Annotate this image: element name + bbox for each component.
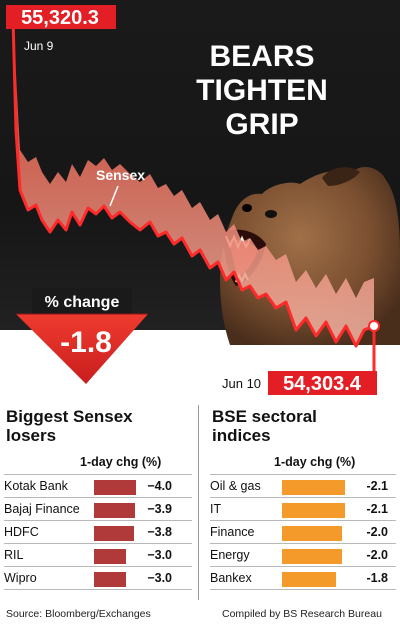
sector-row-divider	[210, 520, 396, 521]
sector-row: Oil & gas -2.1	[210, 476, 396, 499]
loser-name: HDFC	[4, 525, 39, 539]
losers-column-label: 1-day chg (%)	[80, 455, 162, 469]
loser-value: −3.0	[147, 571, 172, 585]
loser-name: Wipro	[4, 571, 37, 585]
loser-name: RIL	[4, 548, 24, 562]
sector-value: -2.1	[366, 479, 388, 493]
sector-name: Bankex	[210, 571, 252, 585]
loser-value: −3.8	[147, 525, 172, 539]
loser-row-divider	[4, 589, 192, 590]
sector-bar	[282, 572, 336, 587]
sector-row: Finance -2.0	[210, 522, 396, 545]
loser-value: −4.0	[147, 479, 172, 493]
loser-bar	[94, 503, 135, 518]
sensex-chart-svg: BEARS TIGHTEN GRIP 55,320.3 Jun 9 Sensex…	[0, 0, 400, 395]
pct-change-label: % change	[45, 294, 120, 311]
column-divider	[198, 405, 199, 600]
start-value-badge	[6, 5, 116, 29]
down-arrow	[16, 314, 148, 384]
sector-name: IT	[210, 502, 222, 516]
loser-row-divider	[4, 474, 192, 475]
loser-row-divider	[4, 543, 192, 544]
headline-line-3: GRIP	[225, 108, 298, 141]
loser-value: −3.0	[147, 548, 172, 562]
losers-title-line-2: losers	[6, 426, 57, 445]
loser-bar	[94, 480, 136, 495]
loser-row-divider	[4, 497, 192, 498]
loser-row-divider	[4, 520, 192, 521]
loser-row-divider	[4, 566, 192, 567]
sector-value: -1.8	[366, 571, 388, 585]
loser-value: −3.9	[147, 502, 172, 516]
sectoral-column-label: 1-day chg (%)	[274, 455, 356, 469]
losers-title: Biggest Sensex losers	[6, 407, 133, 445]
loser-row: Kotak Bank −4.0	[4, 476, 192, 499]
loser-name: Kotak Bank	[4, 479, 68, 493]
headline-line-1: BEARS	[209, 40, 314, 73]
loser-bar	[94, 572, 126, 587]
sector-row: IT -2.1	[210, 499, 396, 522]
sector-bar	[282, 549, 342, 564]
sensex-chart-panel: BEARS TIGHTEN GRIP 55,320.3 Jun 9 Sensex…	[0, 0, 400, 395]
sector-row: Energy -2.0	[210, 545, 396, 568]
sensex-area	[13, 18, 374, 346]
sector-bar	[282, 526, 342, 541]
sectoral-title-line-1: BSE sectoral	[212, 407, 317, 426]
loser-name: Bajaj Finance	[4, 502, 80, 516]
sector-row-divider	[210, 474, 396, 475]
pct-change-value: -1.8	[60, 326, 112, 359]
loser-bar	[94, 526, 134, 541]
sector-value: -2.1	[366, 502, 388, 516]
headline-line-2: TIGHTEN	[196, 74, 328, 107]
end-value-badge	[268, 371, 377, 395]
loser-row: RIL −3.0	[4, 545, 192, 568]
sectoral-title-line-2: indices	[212, 426, 271, 445]
end-date: Jun 10	[222, 376, 261, 391]
sector-row: Bankex -1.8	[210, 568, 396, 591]
source-note: Source: Bloomberg/Exchanges	[6, 608, 151, 620]
sensex-line	[11, 17, 375, 348]
loser-row: HDFC −3.8	[4, 522, 192, 545]
sector-row-divider	[210, 497, 396, 498]
loser-row: Bajaj Finance −3.9	[4, 499, 192, 522]
sector-row-divider	[210, 543, 396, 544]
sector-name: Finance	[210, 525, 255, 539]
sector-row-divider	[210, 566, 396, 567]
end-point	[368, 320, 380, 332]
annotation-pointer	[109, 185, 119, 207]
start-date: Jun 9	[24, 39, 54, 53]
pct-change-label-box	[32, 288, 132, 314]
sector-row-divider	[210, 589, 396, 590]
loser-row: Wipro −3.0	[4, 568, 192, 591]
sectoral-title: BSE sectoral indices	[212, 407, 317, 445]
sector-bar	[282, 503, 345, 518]
sector-bar	[282, 480, 345, 495]
losers-title-line-1: Biggest Sensex	[6, 407, 133, 426]
end-value: 54,303.4	[283, 373, 362, 395]
start-value: 55,320.3	[21, 7, 99, 29]
series-annotation: Sensex	[96, 167, 145, 183]
sector-name: Energy	[210, 548, 250, 562]
sector-name: Oil & gas	[210, 479, 261, 493]
sector-value: -2.0	[366, 525, 388, 539]
sector-value: -2.0	[366, 548, 388, 562]
pct-change-callout: % change -1.8	[16, 288, 148, 384]
loser-bar	[94, 549, 126, 564]
credit-note: Compiled by BS Research Bureau	[222, 608, 382, 620]
